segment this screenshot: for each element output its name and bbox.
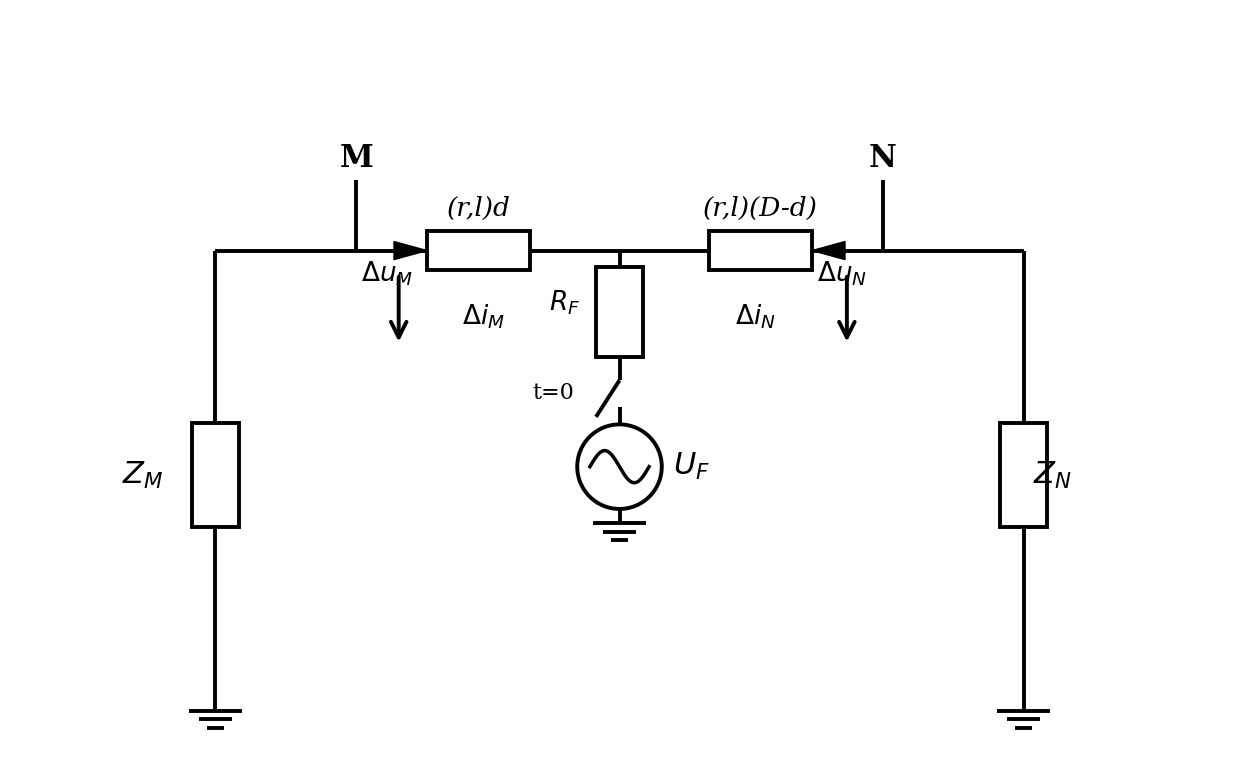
Polygon shape <box>812 241 845 260</box>
Text: $Z_N$: $Z_N$ <box>1033 460 1072 491</box>
Text: $\Delta i_N$: $\Delta i_N$ <box>736 302 776 330</box>
Text: $U_F$: $U_F$ <box>673 451 710 482</box>
Text: $\Delta u_M$: $\Delta u_M$ <box>361 260 414 288</box>
Text: $\Delta u_N$: $\Delta u_N$ <box>817 260 867 288</box>
Text: $\Delta i_M$: $\Delta i_M$ <box>462 302 504 330</box>
Text: (r,l)(D-d): (r,l)(D-d) <box>703 196 818 221</box>
Text: N: N <box>869 143 897 174</box>
Bar <box>709 231 812 270</box>
Text: $Z_M$: $Z_M$ <box>123 460 164 491</box>
Bar <box>1000 424 1047 527</box>
Text: $R_F$: $R_F$ <box>549 288 580 317</box>
Bar <box>192 424 239 527</box>
Bar <box>427 231 530 270</box>
Polygon shape <box>394 241 427 260</box>
Bar <box>596 268 643 357</box>
Text: M: M <box>339 143 373 174</box>
Text: (r,l)d: (r,l)d <box>446 196 510 221</box>
Text: t=0: t=0 <box>533 382 575 404</box>
